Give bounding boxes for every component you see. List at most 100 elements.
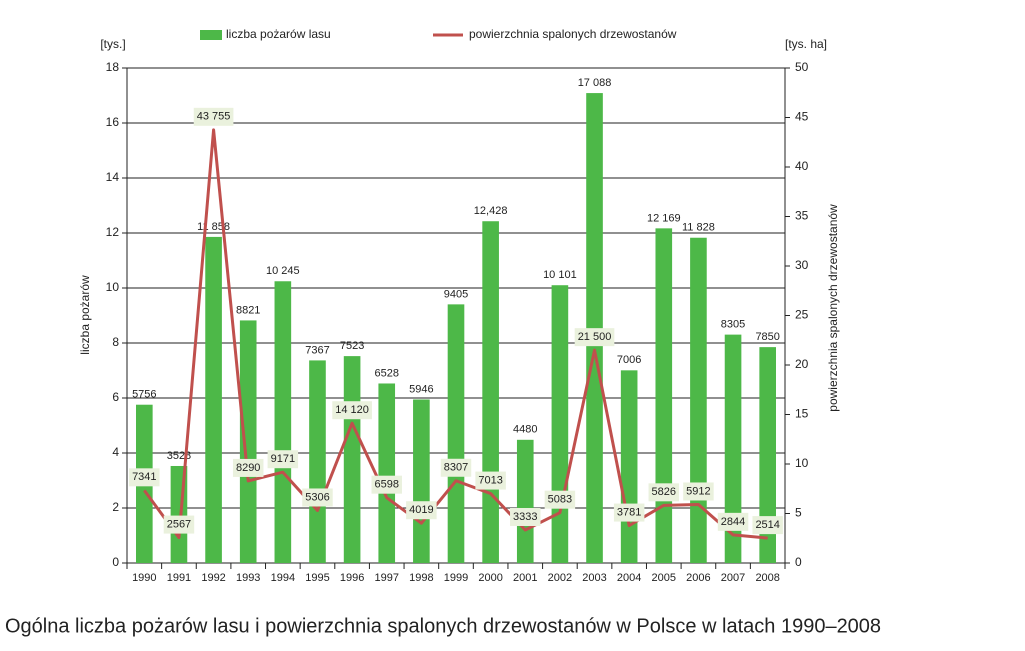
- label-box: [752, 516, 783, 535]
- y2-tick-label: 50: [795, 60, 809, 74]
- caption: Ogólna liczba pożarów lasu i powierzchni…: [5, 615, 881, 637]
- bar: [343, 356, 361, 563]
- legend-label: liczba pożarów lasu: [226, 27, 331, 41]
- bar-value-label: 6528: [374, 367, 398, 379]
- y2-tick-label: 40: [795, 159, 809, 173]
- y-tick-label: 0: [112, 555, 119, 569]
- bar: [274, 281, 292, 563]
- label-box: [232, 458, 264, 477]
- line-value-label: 5083: [544, 490, 576, 509]
- line-value-text: 5083: [548, 494, 572, 506]
- bar-value-label: 12,428: [474, 205, 508, 217]
- bar: [586, 93, 603, 563]
- line-value-label: 43 755: [193, 107, 234, 126]
- line-value-text: 3781: [617, 506, 641, 518]
- x-tick-label: 1992: [201, 572, 225, 584]
- line: [143, 128, 768, 540]
- x-tick-label: 1995: [305, 572, 329, 584]
- line-value-label: 7013: [475, 471, 506, 490]
- label-box: [129, 468, 160, 487]
- bar-value-label: 17 088: [578, 77, 612, 89]
- x-tick-label: 1990: [132, 572, 156, 584]
- y2-unit: [tys. ha]: [785, 37, 827, 51]
- bar-value-label: 10 245: [266, 265, 300, 277]
- y-axis-title: liczba pożarów: [78, 275, 92, 355]
- bar: [482, 221, 499, 564]
- bar: [378, 383, 396, 563]
- y2-tick-label: 45: [795, 110, 809, 124]
- bar-value-label: 4480: [513, 424, 537, 436]
- y-tick-label: 6: [112, 390, 119, 404]
- line-value-label: 2844: [717, 512, 749, 531]
- line-value-label: 21 500: [574, 328, 615, 347]
- line-value-text: 6598: [374, 479, 398, 491]
- bar-value-label: 11 858: [197, 221, 230, 233]
- line-value-label: 7341: [129, 468, 160, 487]
- label-box: [440, 458, 472, 477]
- bar: [551, 285, 569, 563]
- bar-value-label: 5756: [132, 389, 156, 401]
- label-box: [302, 488, 333, 507]
- label-box: [406, 501, 437, 520]
- bar-value-label: 11 828: [682, 222, 715, 234]
- x-tick-label: 2000: [478, 572, 502, 584]
- y2-tick-label: 20: [795, 357, 809, 371]
- bar-value-label: 7367: [305, 344, 329, 356]
- bar-value-label: 7523: [340, 340, 364, 352]
- label-box: [574, 328, 615, 347]
- label-box: [163, 515, 195, 534]
- line-value-text: 5826: [652, 486, 676, 498]
- x-tick-label: 2006: [686, 572, 710, 584]
- line-value-label: 5306: [302, 488, 333, 507]
- line-value-text: 43 755: [197, 111, 231, 123]
- y-tick-label: 12: [106, 225, 120, 239]
- label-box: [544, 490, 576, 509]
- y2-tick-label: 0: [795, 555, 802, 569]
- line-value-label: 2567: [163, 515, 195, 534]
- y-tick-label: 4: [112, 445, 119, 459]
- x-tick-label: 1999: [444, 572, 468, 584]
- bar: [724, 334, 742, 563]
- line-value-label: 6598: [371, 475, 402, 494]
- y-tick-label: 8: [112, 335, 119, 349]
- label-box: [267, 450, 299, 469]
- line-value-text: 14 120: [335, 404, 369, 416]
- line-value-label: 5912: [683, 482, 714, 501]
- line-value-text: 5912: [686, 485, 710, 497]
- line-value-text: 8290: [236, 462, 260, 474]
- line-value-text: 2514: [755, 519, 779, 531]
- y2-tick-label: 15: [795, 407, 809, 421]
- x-tick-label: 2001: [513, 572, 537, 584]
- bar-value-label: 7850: [755, 331, 779, 343]
- y-tick-label: 18: [106, 60, 120, 74]
- y2-tick-label: 10: [795, 456, 809, 470]
- y-tick-label: 2: [112, 500, 119, 514]
- bar-value-label: 8305: [721, 319, 745, 331]
- x-tick-label: 1997: [374, 572, 398, 584]
- label-box: [613, 503, 645, 522]
- y-unit: [tys.]: [100, 37, 125, 51]
- bar: [447, 304, 465, 563]
- x-tick-label: 2008: [755, 572, 779, 584]
- line-value-label: 8307: [440, 458, 472, 477]
- line-value-label: 8290: [232, 458, 264, 477]
- legend-label: powierzchnia spalonych drzewostanów: [469, 27, 677, 41]
- bar: [205, 236, 222, 563]
- line-value-text: 21 500: [578, 331, 612, 343]
- label-box: [193, 107, 234, 126]
- line-value-label: 4019: [406, 501, 437, 520]
- bar: [413, 399, 430, 563]
- label-box: [371, 475, 402, 494]
- x-tick-label: 1994: [271, 572, 295, 584]
- line-value-text: 2844: [721, 516, 745, 528]
- y-tick-label: 16: [106, 115, 120, 129]
- bar: [655, 228, 673, 564]
- x-tick-label: 2004: [617, 572, 641, 584]
- line-value-text: 2567: [167, 518, 191, 530]
- bar: [690, 237, 707, 564]
- legend-swatch: [200, 30, 222, 40]
- x-tick-label: 2007: [721, 572, 745, 584]
- label-box: [510, 508, 541, 527]
